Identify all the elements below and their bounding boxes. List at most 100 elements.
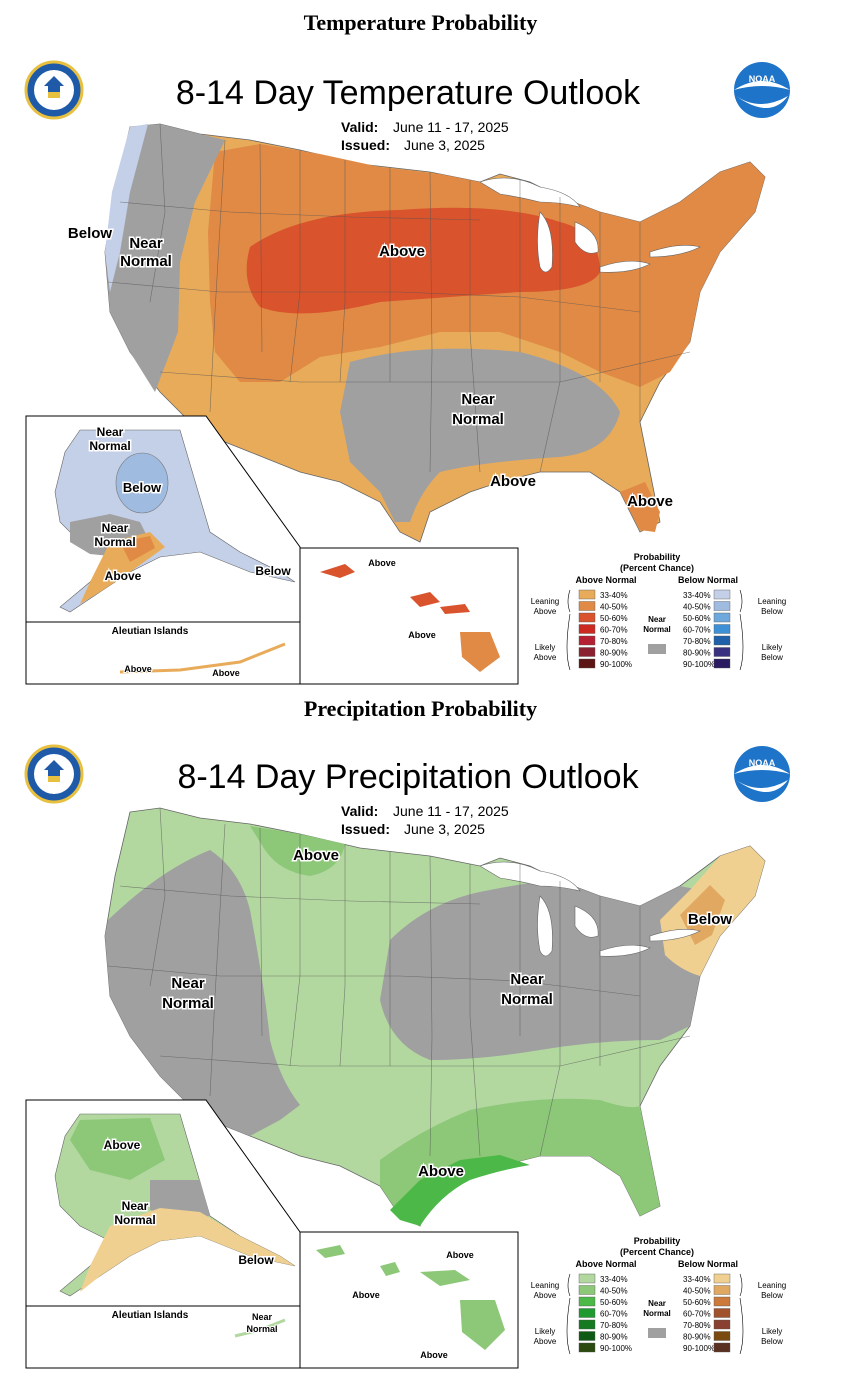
legend-above-swatch (578, 1285, 596, 1295)
legend-below-swatch (713, 1331, 731, 1341)
legend-above-swatch (578, 1296, 596, 1307)
legend-title-1: Probability (634, 1236, 681, 1246)
ak-label-below: Below (123, 480, 162, 495)
legend-above-swatch (578, 601, 596, 611)
legend-above-swatch (578, 1342, 596, 1353)
conus-above-50-60 (390, 1155, 530, 1226)
aleutian-inset: Aleutian Islands Above Above (25, 621, 301, 685)
legend-above-swatch (578, 658, 596, 669)
legend-below-range: 80-90% (683, 649, 711, 658)
legend-leaning-above-2: Above (534, 607, 557, 616)
legend-below-swatch (713, 1296, 731, 1307)
hawaii-label-2: Above (352, 1290, 380, 1300)
label-near-mid-2: Normal (501, 991, 553, 1008)
legend-above-swatch (578, 589, 596, 600)
legend-likely-below-2: Below (761, 653, 783, 662)
hawaii-label-2: Above (408, 630, 436, 640)
alaska-inset: Near Normal Below Near Normal Above Belo… (25, 415, 301, 623)
conus-near-normal-mid (380, 880, 700, 1060)
legend-above-range: 80-90% (600, 1333, 628, 1342)
legend-above-range: 33-40% (600, 591, 628, 600)
legend-above-range: 80-90% (600, 649, 628, 658)
legend-above-swatch (578, 624, 596, 634)
label-near-west-1: Near (171, 975, 205, 992)
ak-label-below-panhandle: Below (255, 564, 291, 578)
hawaii-label-3: Above (420, 1350, 448, 1360)
doc-seal-icon (24, 60, 84, 120)
conus-above-50-60 (246, 207, 600, 314)
great-lakes (479, 177, 701, 273)
legend-leaning-above-1: Leaning (531, 1281, 559, 1290)
great-lakes (479, 861, 701, 957)
legend-above-head: Above Normal (575, 575, 636, 585)
legend-leaning-below-2: Below (761, 607, 783, 616)
ak-label-above: Above (105, 569, 142, 583)
legend-above-range: 40-50% (600, 1287, 628, 1296)
legend-below-swatch (713, 1308, 731, 1318)
legend-near-1: Near (648, 1299, 666, 1308)
legend-below-range: 33-40% (683, 1275, 711, 1284)
legend-likely-above-1: Likely (535, 1327, 555, 1336)
label-above-gulf: Above (490, 473, 536, 490)
legend-below-range: 80-90% (683, 1333, 711, 1342)
legend-above-swatch (578, 1273, 596, 1284)
legend-above-range: 60-70% (600, 626, 628, 635)
legend-below-swatch (713, 589, 731, 600)
noaa-logo-icon: NOAA (734, 62, 790, 118)
legend-near-swatch (648, 1328, 666, 1338)
legend-leaning-above-1: Leaning (531, 597, 559, 606)
legend-title-2: (Percent Chance) (620, 1247, 694, 1257)
ak-label-near-1: Near (97, 425, 124, 439)
doc-seal-icon (24, 744, 84, 804)
aleutian-title: Aleutian Islands (112, 626, 189, 637)
legend-below-swatch (713, 1319, 731, 1330)
hawaii-inset: Above Above (299, 547, 519, 685)
aleutian-label-1: Above (124, 664, 152, 674)
temperature-outlook-map: NOAA 8-14 Day Temperature Outlook Valid:… (24, 60, 790, 685)
legend-below-swatch (713, 635, 731, 646)
legend-above-range: 50-60% (600, 614, 628, 623)
conus-near-normal-west (105, 124, 225, 392)
state-boundaries (107, 807, 691, 1157)
svg-text:NOAA: NOAA (749, 758, 776, 768)
legend-above-range: 60-70% (600, 1310, 628, 1319)
alaska-inset: Above Near Normal Below (25, 1099, 301, 1307)
label-near-west-1: Near (129, 235, 163, 252)
legend-below-swatch (713, 1273, 731, 1284)
florida-above-40-50 (620, 482, 660, 532)
legend-leaning-below-1: Leaning (758, 1281, 786, 1290)
valid-value: June 11 - 17, 2025 (393, 803, 509, 819)
legend-below-swatch (713, 601, 731, 611)
precipitation-outlook-map: NOAA 8-14 Day Precipitation Outlook Vali… (24, 744, 790, 1369)
legend-below-head: Below Normal (678, 1259, 738, 1269)
legend-below-range: 60-70% (683, 626, 711, 635)
label-near-west-2: Normal (162, 995, 214, 1012)
label-near-south-1: Near (461, 391, 495, 408)
legend-above-range: 90-100% (600, 1344, 632, 1353)
legend-below-range: 90-100% (683, 1344, 715, 1353)
legend-title-2: (Percent Chance) (620, 563, 694, 573)
legend-leaning-below-2: Below (761, 1291, 783, 1300)
legend-likely-above-1: Likely (535, 643, 555, 652)
ak-label-above: Above (104, 1138, 141, 1152)
legend-below-range: 40-50% (683, 1287, 711, 1296)
noaa-logo-icon: NOAA (734, 746, 790, 802)
hawaii-label-1: Above (446, 1250, 474, 1260)
label-below-west: Below (68, 225, 113, 242)
label-near-west-2: Normal (120, 253, 172, 270)
temperature-heading: Temperature Probability (303, 10, 538, 35)
legend-below-range: 70-80% (683, 637, 711, 646)
legend-below-range: 50-60% (683, 1298, 711, 1307)
temperature-legend: Probability(Percent Chance) Above Normal B… (531, 552, 786, 671)
aleutian-title: Aleutian Islands (112, 1310, 189, 1321)
legend-below-head: Below Normal (678, 575, 738, 585)
label-above-north: Above (293, 847, 339, 864)
aleutian-inset: Aleutian Islands Near Normal (25, 1305, 301, 1369)
legend-likely-below-1: Likely (762, 1327, 782, 1336)
legend-below-swatch (713, 647, 731, 657)
legend-below-range: 33-40% (683, 591, 711, 600)
ak-label-near-1: Near (122, 1199, 149, 1213)
aleutian-label-2: Normal (246, 1324, 277, 1334)
conus-below-west (105, 124, 148, 292)
legend-below-swatch (713, 612, 731, 623)
